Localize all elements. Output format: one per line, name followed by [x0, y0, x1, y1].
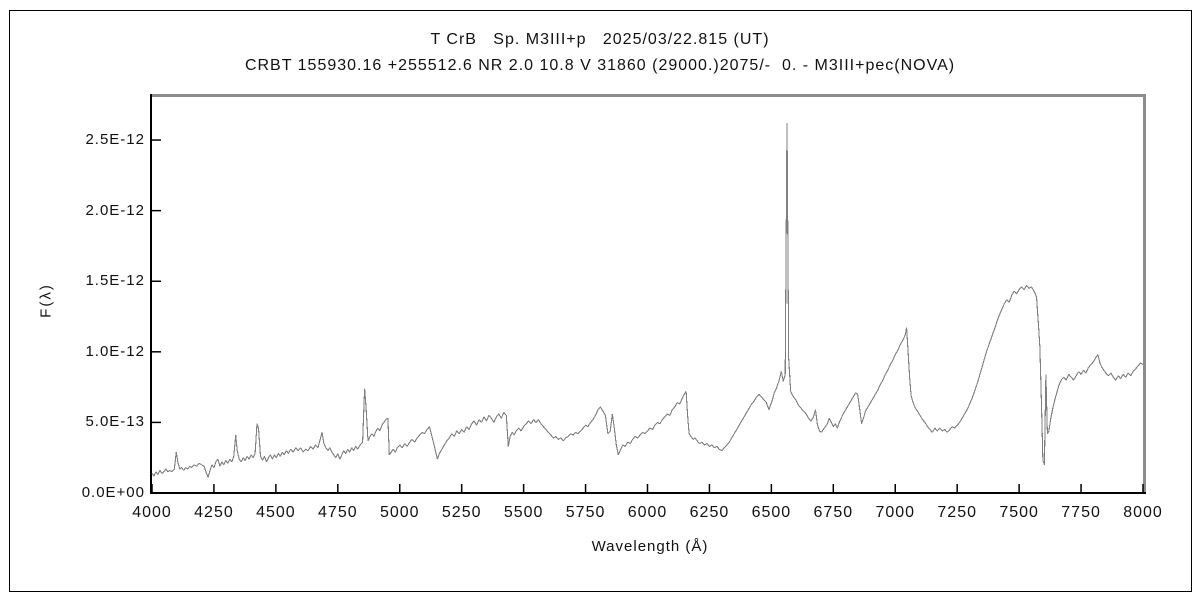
x-tick-label: 7500 [999, 504, 1039, 521]
spectrum-line [151, 123, 1144, 478]
x-tick-label: 4000 [132, 504, 172, 521]
y-tick-label: 2.5E-12 [85, 131, 145, 149]
x-tick-label: 7750 [1061, 504, 1101, 521]
y-tick-label: 2.0E-12 [85, 201, 145, 219]
x-tick-label: 6000 [627, 504, 668, 521]
x-tick-label: 5250 [441, 504, 482, 521]
x-tick-label: 4250 [194, 504, 234, 521]
chart-title: T CrB Sp. M3III+p 2025/03/22.815 (UT) [430, 31, 770, 48]
y-tick-label: 1.0E-12 [85, 342, 145, 360]
y-tick-label: 1.5E-12 [85, 272, 145, 290]
x-axis-title: Wavelength (Å) [591, 538, 709, 555]
x-tick-label: 4750 [318, 504, 358, 521]
x-tick-label: 8000 [1123, 504, 1163, 521]
chart-outer-border [9, 10, 1192, 592]
x-tick-label: 5000 [379, 504, 420, 521]
x-tick-label: 7250 [937, 504, 977, 521]
x-tick-label: 6250 [689, 504, 730, 521]
x-tick-label: 6500 [751, 504, 792, 521]
x-tick-label: 5500 [503, 504, 544, 521]
y-tick-label: 5.0E-13 [85, 413, 145, 431]
x-tick-label: 6750 [813, 504, 854, 521]
chart-subtitle: CRBT 155930.16 +255512.6 NR 2.0 10.8 V 3… [244, 57, 956, 74]
x-tick-label: 7000 [875, 504, 916, 521]
x-tick-label: 5750 [565, 504, 606, 521]
x-tick-label: 4500 [256, 504, 296, 521]
y-tick-label: 0.0E+00 [81, 484, 145, 501]
